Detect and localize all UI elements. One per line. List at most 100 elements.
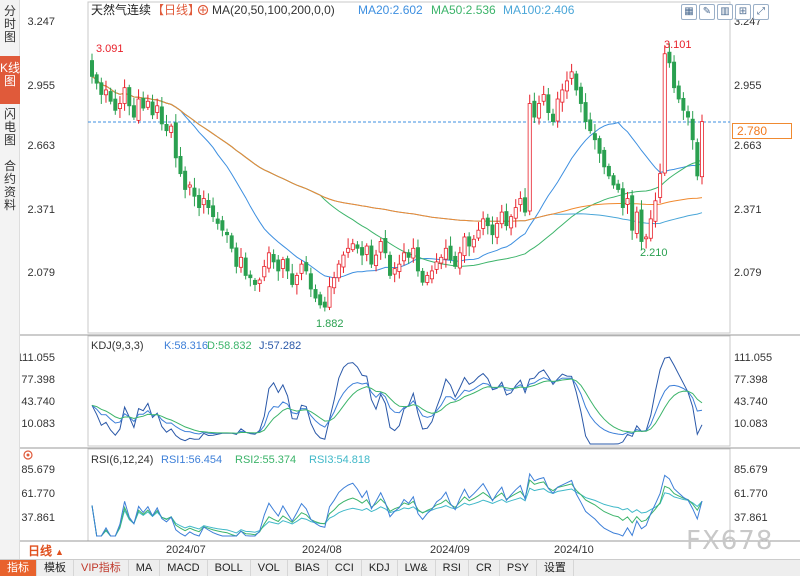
indicator-tab-bar: 指标 模板 VIP指标 MA MACD BOLL VOL BIAS CCI KD…: [0, 559, 800, 576]
tab-lw[interactable]: LW&: [398, 560, 436, 576]
candle: [215, 212, 220, 230]
draw-tool-icon[interactable]: ✎: [699, 4, 715, 20]
candle-body: [550, 113, 555, 123]
kdj-lines: [91, 356, 703, 445]
candle: [178, 146, 183, 177]
x-axis-label: 2024/07: [166, 544, 206, 556]
candle: [229, 232, 234, 253]
ma50-value: MA50:2.536: [431, 3, 496, 17]
candle-body: [350, 243, 355, 251]
left-tab-bar: 分时图 K线图 闪电图 合约资料: [0, 0, 20, 576]
candle: [546, 87, 551, 121]
tab-vol[interactable]: VOL: [251, 560, 288, 576]
candle-body: [644, 236, 649, 240]
tab-indicators[interactable]: 指标: [0, 560, 37, 576]
tab-flash[interactable]: 闪电图: [3, 107, 16, 147]
rsi-settings-icon[interactable]: [23, 450, 33, 460]
settings-icon[interactable]: [197, 4, 209, 16]
period-selector[interactable]: 日线 ▲: [28, 542, 64, 559]
rsi-tick: 37.861: [21, 512, 55, 524]
grid-icon[interactable]: ▦: [681, 4, 697, 20]
tab-contract-info[interactable]: 合约资料: [3, 159, 16, 212]
tab-templates[interactable]: 模板: [37, 560, 74, 576]
tab-rsi[interactable]: RSI: [436, 560, 469, 576]
candle: [364, 243, 369, 262]
candle-body: [243, 257, 248, 276]
candle: [504, 203, 509, 231]
candle-body: [262, 265, 267, 278]
high-label: 3.091: [96, 43, 124, 55]
candle: [471, 235, 476, 253]
candle: [560, 83, 565, 112]
candle-body: [532, 100, 537, 118]
candle: [248, 270, 253, 287]
candle-body: [276, 259, 281, 272]
candle: [127, 84, 132, 116]
candle-body: [658, 173, 663, 198]
candle: [653, 192, 658, 228]
kdj-tick: 10.083: [734, 418, 768, 430]
candle-body: [634, 211, 639, 234]
tab-vip-indicators[interactable]: VIP指标: [74, 560, 129, 576]
candle-body: [308, 273, 313, 290]
candle-body: [271, 254, 276, 263]
tab-kline[interactable]: K线图: [0, 56, 20, 104]
candle: [206, 193, 211, 215]
candle: [103, 80, 108, 103]
kdj-k: K:58.316: [164, 340, 208, 352]
candle-body: [183, 170, 188, 190]
ma200-line: [91, 75, 703, 222]
candle: [113, 89, 118, 115]
candle: [383, 230, 388, 259]
candle-body: [616, 183, 621, 190]
candle-body: [225, 231, 230, 236]
candle-body: [462, 236, 467, 257]
tab-macd[interactable]: MACD: [160, 560, 208, 576]
candle-body: [625, 198, 630, 205]
candle: [169, 123, 174, 138]
tab-cci[interactable]: CCI: [328, 560, 362, 576]
candle: [262, 259, 267, 282]
candle: [108, 87, 113, 105]
fullscreen-icon[interactable]: ⤢: [753, 4, 769, 20]
candle-body: [653, 200, 658, 222]
candle-body: [117, 103, 122, 110]
candle: [611, 172, 616, 189]
rsi2-line: [91, 479, 703, 537]
tab-intraday[interactable]: 分时图: [3, 4, 16, 44]
candle: [299, 260, 304, 281]
tab-ma[interactable]: MA: [129, 560, 161, 576]
candle: [392, 262, 397, 283]
tab-settings[interactable]: 设置: [537, 560, 574, 576]
candle-body: [318, 294, 323, 306]
candle-body: [290, 273, 295, 285]
tab-bias[interactable]: BIAS: [288, 560, 328, 576]
candle-body: [518, 198, 523, 206]
candle-body: [388, 254, 393, 276]
tab-kdj[interactable]: KDJ: [362, 560, 398, 576]
candle: [201, 190, 206, 214]
ma20-line: [91, 75, 703, 279]
candle-body: [285, 258, 290, 272]
candle-body: [201, 198, 206, 206]
tab-cr[interactable]: CR: [469, 560, 500, 576]
candle: [490, 216, 495, 245]
candle-body: [252, 279, 257, 285]
candle: [485, 213, 490, 235]
tab-psy[interactable]: PSY: [500, 560, 537, 576]
zoom-icon[interactable]: ⊞: [735, 4, 751, 20]
candle-body: [453, 255, 458, 267]
candle: [276, 255, 281, 281]
rsi3-line: [91, 487, 703, 537]
candle-body: [401, 252, 406, 262]
rsi-tick: 61.770: [21, 488, 55, 500]
candle-body: [327, 286, 332, 308]
candle: [304, 256, 309, 275]
bar-chart-icon[interactable]: ▥: [717, 4, 733, 20]
candle: [122, 79, 127, 111]
candle: [266, 246, 271, 273]
candle: [350, 238, 355, 252]
candle: [453, 251, 458, 269]
tab-boll[interactable]: BOLL: [208, 560, 251, 576]
